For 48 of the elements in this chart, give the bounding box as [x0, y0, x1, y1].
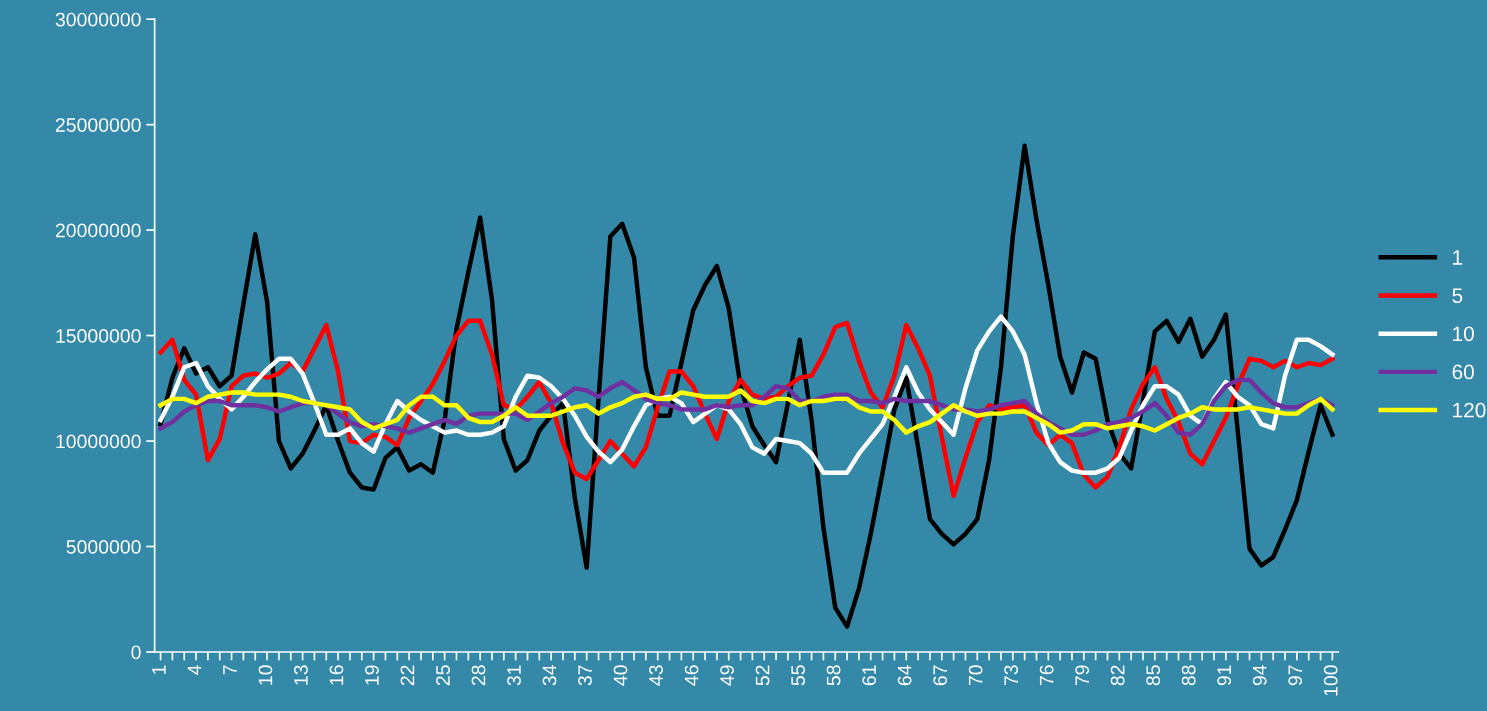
x-tick-label: 85 [1146, 665, 1161, 686]
x-tick-label: 91 [1217, 665, 1232, 686]
y-tick-label: 5000000 [66, 539, 141, 554]
x-tick-label: 46 [684, 665, 699, 686]
x-tick-label: 13 [294, 665, 308, 685]
x-tick-label: 61 [862, 665, 876, 686]
y-tick-label: 10000000 [56, 434, 141, 449]
x-tick-label: 82 [1110, 665, 1125, 686]
x-tick-label: 73 [1004, 665, 1019, 686]
x-tick-label: 37 [578, 665, 592, 686]
x-tick-label: 67 [933, 665, 947, 686]
x-tick-label: 88 [1181, 665, 1196, 686]
x-tick-label: 22 [400, 665, 415, 686]
x-tick-label: 34 [542, 665, 557, 686]
y-tick-label: 0 [131, 645, 141, 660]
x-tick-label: 31 [507, 665, 521, 686]
x-tick-label: 64 [897, 665, 912, 686]
x-tick-label: 43 [649, 665, 663, 686]
x-tick-label: 40 [613, 665, 628, 686]
x-tick-label: 49 [720, 665, 734, 686]
x-tick-label: 79 [1075, 665, 1090, 686]
x-tick-label: 16 [329, 665, 344, 685]
x-tick-label: 55 [791, 665, 805, 686]
x-tick-label: 70 [968, 665, 983, 686]
legend-label: 1 [1453, 250, 1463, 265]
x-tick-label: 4 [187, 665, 202, 675]
y-tick-label: 15000000 [56, 329, 141, 343]
x-tick-label: 100 [1323, 665, 1338, 696]
line-series [158, 388, 1335, 435]
line-series [158, 143, 1335, 629]
legend-label: 5 [1452, 288, 1463, 304]
x-tick-label: 1 [152, 665, 166, 674]
x-tick-label: 19 [365, 665, 379, 685]
y-tick-label: 25000000 [55, 118, 141, 132]
x-tick-label: 97 [1288, 665, 1303, 686]
legend-label: 120 [1453, 402, 1486, 418]
x-tick-label: 25 [436, 665, 450, 686]
x-tick-label: 58 [826, 665, 841, 686]
y-tick-label: 30000000 [55, 12, 141, 27]
x-tick-label: 76 [1039, 665, 1054, 686]
x-tick-label: 28 [471, 665, 486, 686]
x-tick-label: 52 [755, 665, 770, 686]
y-tick-label: 20000000 [55, 223, 141, 238]
x-tick-label: 94 [1252, 665, 1267, 686]
x-tick-label: 10 [258, 665, 273, 685]
x-tick-label: 7 [223, 665, 237, 675]
legend-label: 10 [1453, 326, 1474, 342]
legend-label: 60 [1452, 364, 1474, 380]
